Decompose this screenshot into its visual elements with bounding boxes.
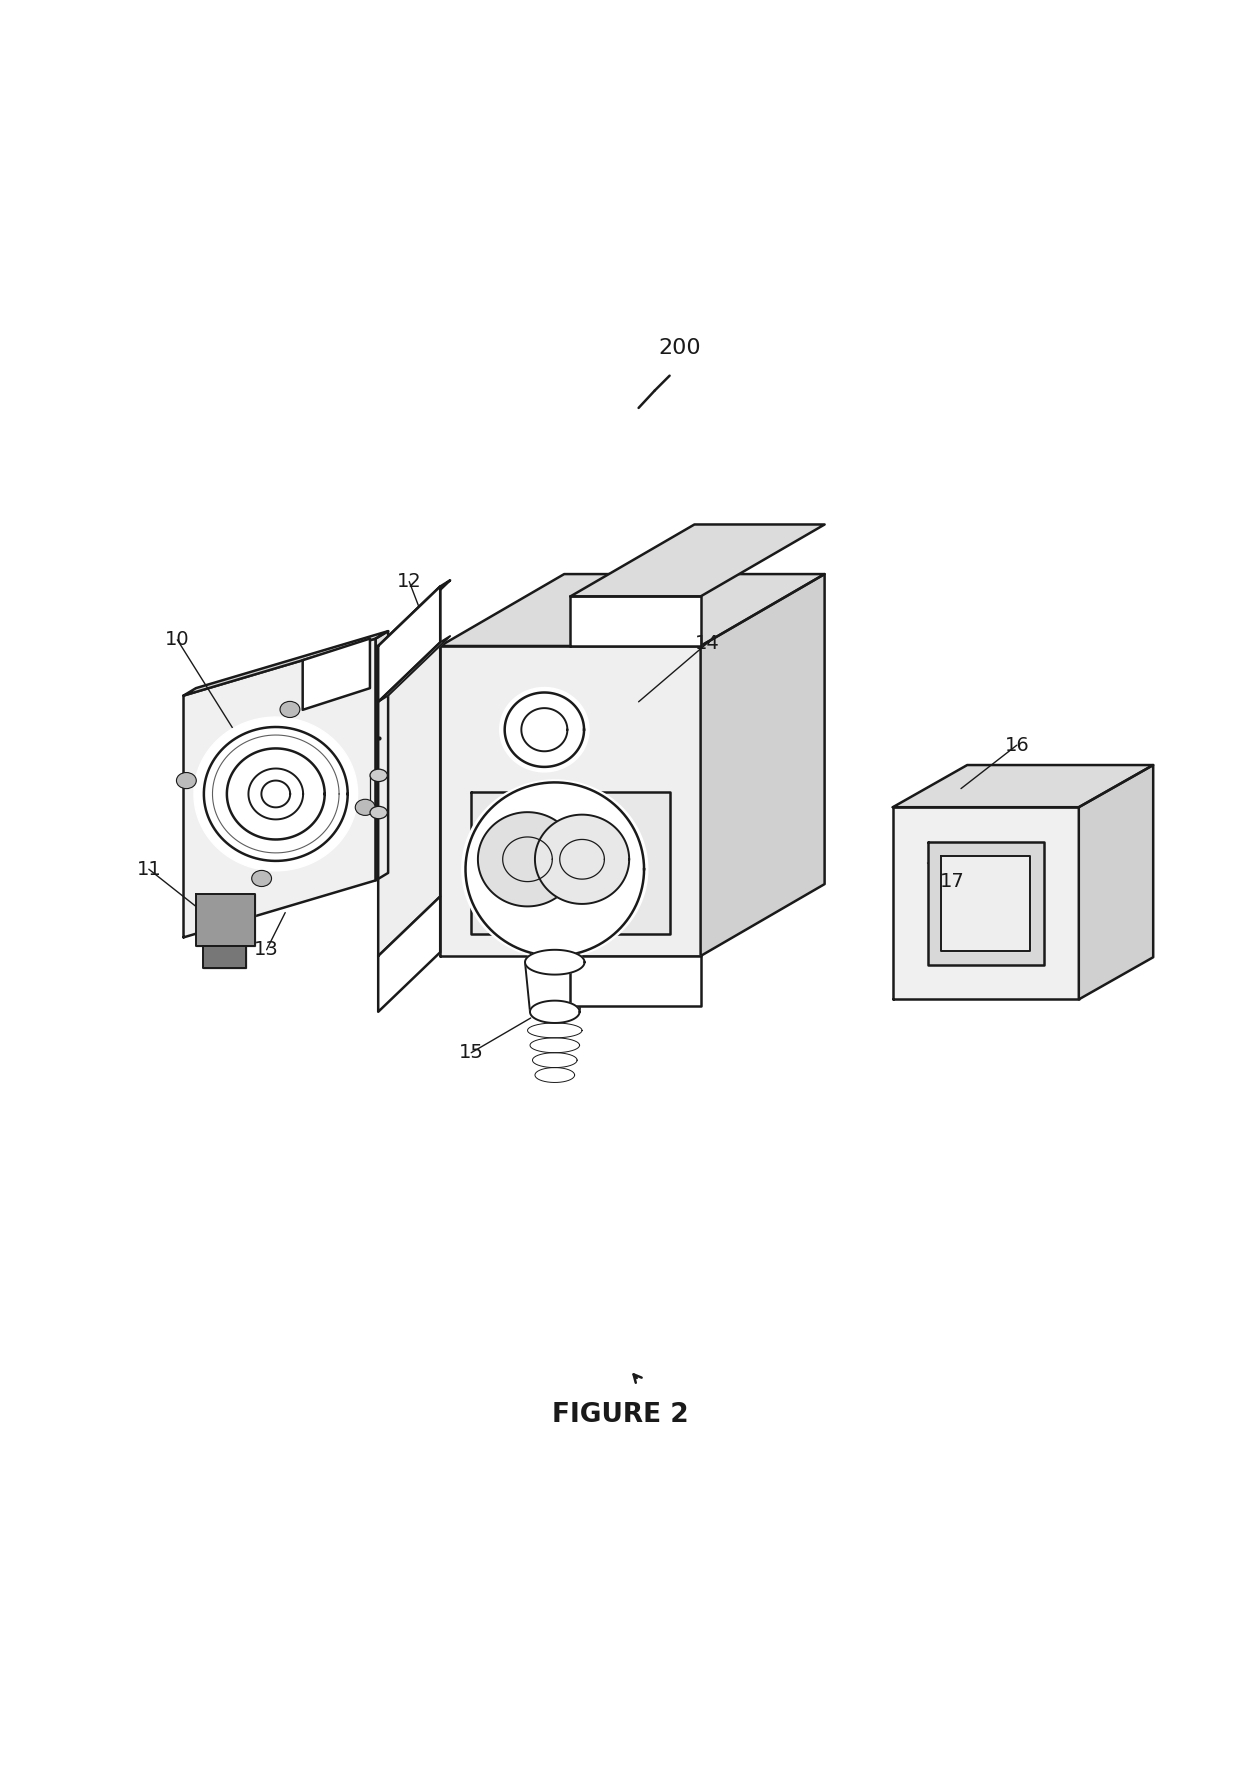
Text: 14: 14 — [694, 635, 719, 653]
Ellipse shape — [252, 871, 272, 887]
Text: 13: 13 — [254, 940, 279, 960]
Polygon shape — [378, 637, 450, 703]
Ellipse shape — [370, 769, 387, 781]
Polygon shape — [376, 631, 388, 880]
Polygon shape — [570, 957, 701, 1005]
Polygon shape — [534, 815, 629, 905]
Text: 12: 12 — [397, 572, 422, 592]
Text: 200: 200 — [658, 338, 701, 358]
Text: 10: 10 — [165, 631, 190, 649]
Polygon shape — [378, 896, 440, 1012]
Polygon shape — [529, 1001, 579, 1023]
Polygon shape — [203, 946, 246, 969]
Text: 15: 15 — [459, 1042, 484, 1062]
Text: 16: 16 — [1004, 735, 1029, 755]
Ellipse shape — [356, 799, 376, 815]
Polygon shape — [570, 597, 701, 645]
Polygon shape — [303, 638, 370, 710]
Polygon shape — [193, 717, 357, 871]
Polygon shape — [471, 792, 670, 935]
Text: 11: 11 — [136, 860, 161, 878]
Polygon shape — [461, 780, 647, 958]
Ellipse shape — [280, 701, 300, 717]
Polygon shape — [440, 645, 701, 957]
Polygon shape — [378, 581, 450, 645]
Polygon shape — [1079, 765, 1153, 999]
Polygon shape — [893, 765, 1153, 806]
Polygon shape — [196, 894, 255, 946]
Polygon shape — [570, 524, 825, 597]
Polygon shape — [928, 842, 1044, 966]
Polygon shape — [941, 856, 1030, 951]
Polygon shape — [893, 806, 1079, 999]
Polygon shape — [184, 638, 376, 937]
Polygon shape — [378, 586, 440, 703]
Polygon shape — [477, 812, 577, 907]
Polygon shape — [701, 574, 825, 957]
Polygon shape — [440, 574, 825, 645]
Ellipse shape — [370, 806, 387, 819]
Polygon shape — [184, 631, 388, 696]
Text: FIGURE 2: FIGURE 2 — [552, 1402, 688, 1429]
Ellipse shape — [176, 772, 196, 789]
Polygon shape — [378, 586, 440, 957]
Polygon shape — [500, 688, 589, 772]
Text: 17: 17 — [940, 873, 965, 890]
Polygon shape — [525, 949, 584, 974]
